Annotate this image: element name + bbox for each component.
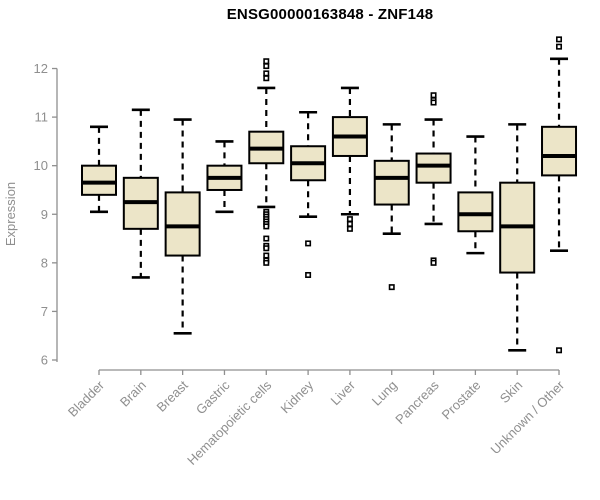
outlier-point xyxy=(388,284,395,291)
x-tick-label: Kidney xyxy=(278,377,317,416)
outlier-point xyxy=(263,70,270,77)
outlier-point xyxy=(263,63,270,70)
y-tick-label: 11 xyxy=(35,110,49,125)
outlier-point xyxy=(346,220,353,227)
outlier-point xyxy=(430,92,437,99)
outlier-point xyxy=(263,75,270,82)
outlier-point xyxy=(430,99,437,106)
y-tick-label: 6 xyxy=(41,353,48,368)
outlier-point xyxy=(263,58,270,65)
y-tick-label: 12 xyxy=(34,61,48,76)
x-tick-label: Lung xyxy=(369,378,400,409)
outlier-point xyxy=(263,235,270,242)
chart-title: ENSG00000163848 - ZNF148 xyxy=(226,6,434,23)
x-tick-label: Brain xyxy=(117,378,149,410)
outlier-point xyxy=(263,259,270,266)
outlier-point xyxy=(556,347,563,354)
outlier-point xyxy=(430,259,437,266)
x-tick-label: Bladder xyxy=(65,377,108,420)
outlier-point xyxy=(556,43,563,50)
y-tick-label: 7 xyxy=(41,304,48,319)
x-tick-label: Unknown / Other xyxy=(488,377,568,457)
iqr-box xyxy=(541,125,578,177)
iqr-box xyxy=(164,191,201,257)
x-tick-label: Liver xyxy=(328,377,359,408)
x-tick-label: Skin xyxy=(497,378,525,406)
outlier-point xyxy=(263,245,270,252)
y-axis-title: Expression xyxy=(3,182,18,246)
outlier-point xyxy=(305,240,312,247)
x-tick-label: Prostate xyxy=(439,378,484,423)
outlier-point xyxy=(346,216,353,223)
iqr-box xyxy=(415,152,452,184)
iqr-box xyxy=(373,159,410,206)
x-tick-label: Gastric xyxy=(193,377,233,417)
y-tick-label: 9 xyxy=(41,207,48,222)
outlier-point xyxy=(263,223,270,230)
x-tick-label: Breast xyxy=(154,377,191,414)
y-tick-label: 8 xyxy=(41,255,48,270)
y-tick-label: 10 xyxy=(34,158,48,173)
x-tick-label: Pancreas xyxy=(392,377,442,427)
outlier-point xyxy=(346,225,353,232)
outlier-point xyxy=(305,271,312,278)
outlier-point xyxy=(263,252,270,259)
iqr-box xyxy=(457,191,494,233)
outlier-point xyxy=(556,36,563,43)
iqr-box xyxy=(81,164,117,196)
